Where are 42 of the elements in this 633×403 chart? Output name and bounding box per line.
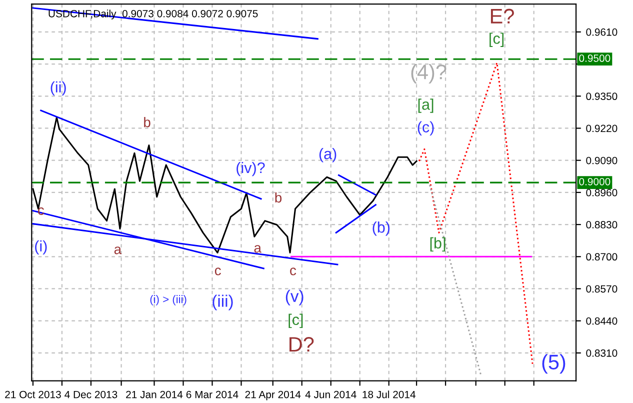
annotation: (a)	[319, 148, 336, 162]
annotation: (ii)	[50, 81, 66, 96]
y-tick-label: 0.8440	[586, 317, 618, 325]
x-tick-label: 21 Apr 2014	[245, 390, 301, 400]
x-tick-label: 18 Jul 2014	[362, 390, 416, 398]
x-tick-label: 4 Dec 2013	[64, 390, 118, 398]
annotation: b	[275, 192, 282, 203]
y-tick-label: 0.8700	[586, 253, 618, 261]
annotation: D?	[290, 337, 314, 352]
annotation: a	[254, 245, 262, 253]
annotation: E?	[490, 8, 514, 24]
annotation: [c]	[288, 314, 303, 328]
y-tick-label: 0.9220	[586, 124, 618, 132]
annotation: a	[114, 246, 122, 254]
annotation: (v)	[286, 290, 304, 306]
annotation: (i) > (iii)	[150, 295, 186, 306]
y-tick-label: 0.9350	[586, 92, 618, 100]
annotation: (4)?	[411, 64, 446, 84]
annotation: (iv)?	[236, 162, 265, 176]
x-tick-label: 21 Oct 2013	[5, 390, 61, 398]
annotation: (5)	[542, 354, 566, 374]
annotation: [a]	[418, 98, 434, 113]
x-tick-label: 21 Jan 2014	[126, 390, 183, 398]
ref-line-label: 0.9000	[579, 178, 610, 186]
x-tick-label: 4 Jun 2014	[305, 390, 356, 398]
y-tick-label: 0.8570	[586, 285, 618, 293]
annotation: c	[214, 268, 221, 276]
y-tick-label: 0.9610	[586, 28, 618, 36]
annotation: (b)	[372, 221, 390, 236]
annotation: [c]	[490, 32, 504, 47]
annotation: (iii)	[212, 294, 233, 310]
annotation: c	[290, 268, 296, 276]
y-tick-label: 0.8960	[586, 188, 618, 196]
x-tick-label: 6 Mar 2014	[186, 390, 238, 398]
annotation: b	[144, 117, 150, 128]
annotation: [b]	[430, 237, 446, 252]
y-tick-label: 0.8310	[586, 349, 618, 357]
y-tick-label: 0.9090	[586, 156, 618, 164]
y-tick-label: 0.8830	[586, 221, 618, 228]
annotation: (c)	[418, 121, 434, 136]
annotation: (i)	[35, 240, 47, 255]
ref-line-label: 0.9500	[579, 54, 610, 62]
